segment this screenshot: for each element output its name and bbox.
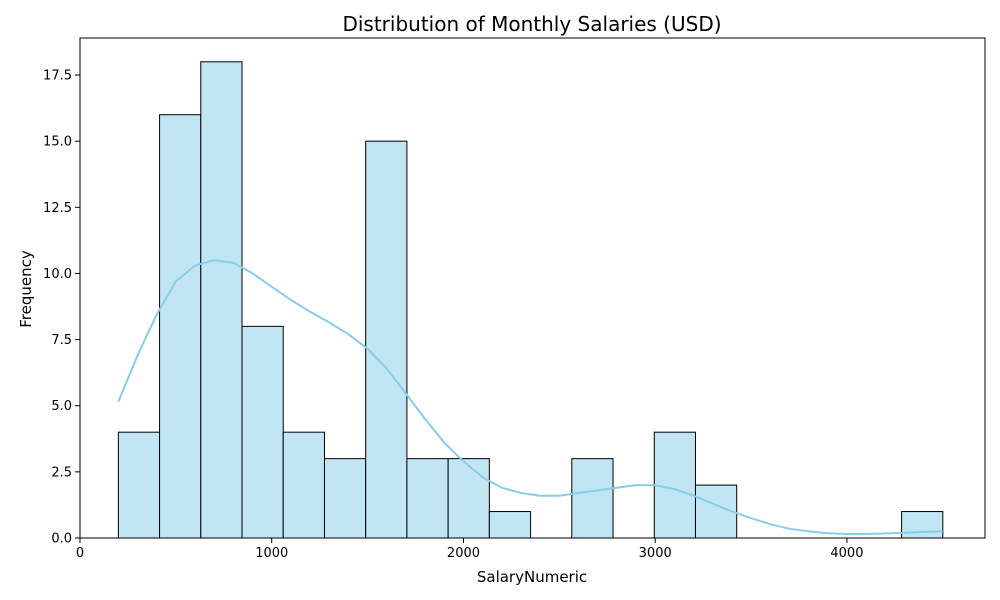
y-axis: 0.0 2.5 5.0 7.5 10.0 12.5 15.0 17.5 [43,69,80,547]
x-tick-label: 4000 [830,546,863,561]
histogram-bar [654,432,695,538]
histogram-bar [201,62,242,538]
y-tick-label: 10.0 [43,267,72,282]
x-tick-label: 1000 [255,546,288,561]
histogram-bar [118,432,159,538]
histogram-bar [324,459,365,538]
x-tick-label: 3000 [639,546,672,561]
y-tick-label: 12.5 [43,201,72,216]
y-tick-label: 17.5 [43,69,72,84]
histogram-bar [242,326,283,538]
y-axis-title: Frequency [17,250,35,328]
x-tick-label: 2000 [447,546,480,561]
histogram-bar [407,459,448,538]
histogram-bar [448,459,489,538]
histogram-bar [489,512,530,538]
histogram-bar [283,432,324,538]
y-tick-label: 0.0 [51,532,72,547]
y-tick-label: 15.0 [43,135,72,150]
histogram-bar [366,141,407,538]
histogram-bar [902,512,943,538]
x-axis: 0 1000 2000 3000 4000 [76,538,864,561]
y-tick-label: 2.5 [51,465,72,480]
chart-title: Distribution of Monthly Salaries (USD) [342,12,721,36]
histogram-bar [572,459,613,538]
y-tick-label: 7.5 [51,333,72,348]
histogram-bar [160,115,201,538]
x-tick-label: 0 [76,546,84,561]
bars-group [118,62,942,538]
y-tick-label: 5.0 [51,399,72,414]
x-axis-title: SalaryNumeric [477,568,587,586]
